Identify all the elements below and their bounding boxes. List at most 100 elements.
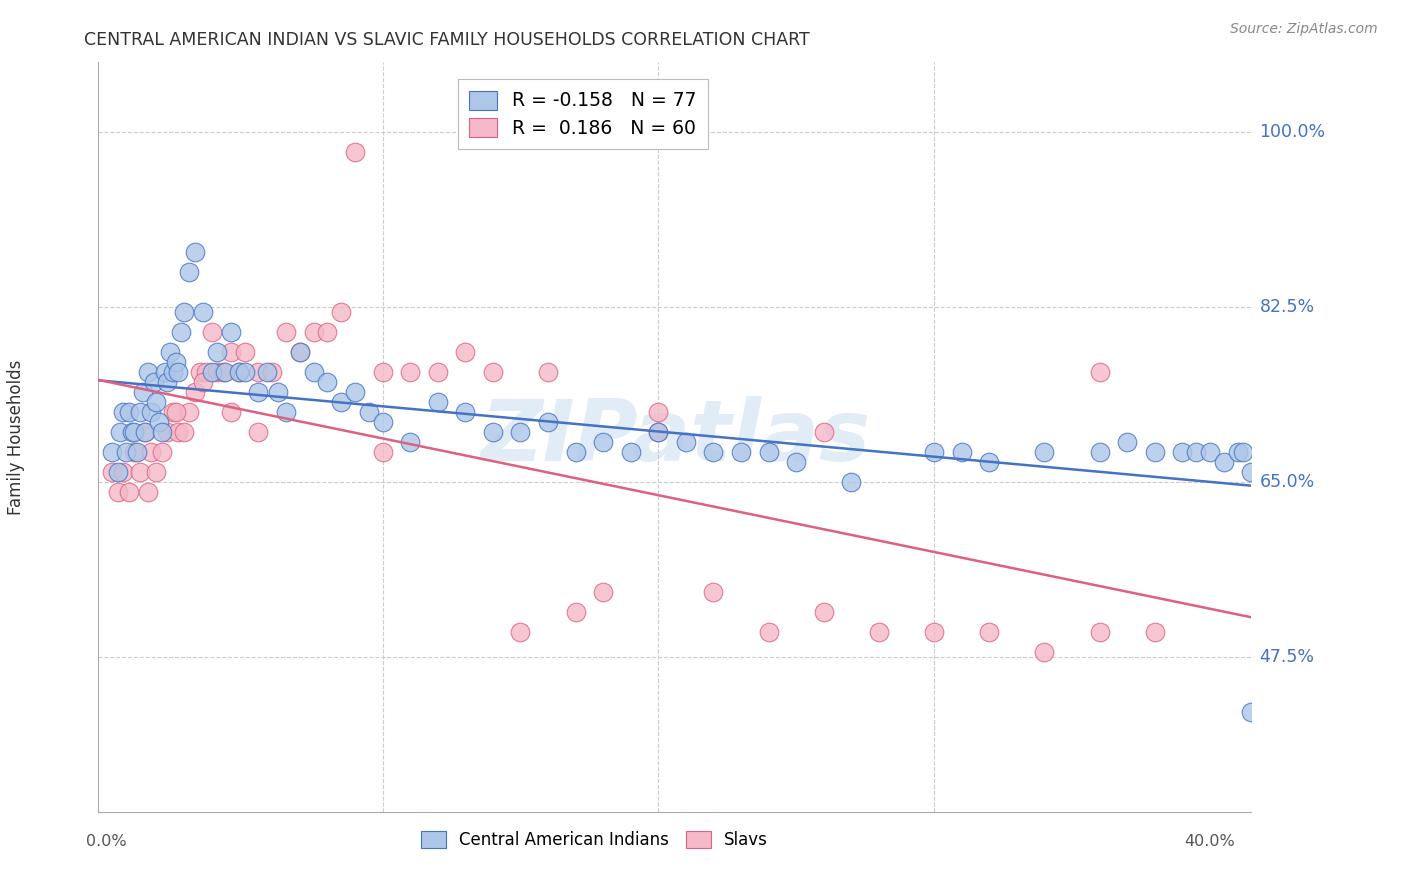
Point (620, 445, 643, 459)
Point (139, 445, 162, 459)
Point (118, 405, 141, 419)
Point (219, 325, 242, 339)
Point (454, 345, 477, 359)
Point (110, 425, 132, 439)
Point (343, 385, 366, 400)
Point (1088, 624, 1111, 639)
Point (184, 385, 207, 400)
Point (592, 585, 614, 599)
Point (173, 425, 195, 439)
Point (371, 445, 394, 459)
Point (112, 465, 135, 479)
Point (195, 365, 218, 379)
Point (148, 415, 170, 429)
Point (118, 485, 141, 500)
Point (316, 325, 339, 339)
Point (134, 425, 156, 439)
Point (343, 145, 366, 160)
Point (200, 365, 222, 379)
Point (1033, 445, 1056, 459)
Point (564, 445, 586, 459)
Point (214, 365, 236, 379)
Point (167, 365, 190, 379)
Point (1212, 455, 1234, 469)
Legend: Central American Indians, Slavs: Central American Indians, Slavs (413, 824, 775, 855)
Point (1199, 445, 1222, 459)
Point (537, 365, 560, 379)
Point (142, 375, 165, 389)
Text: 0.0%: 0.0% (86, 834, 127, 848)
Point (1143, 624, 1166, 639)
Point (136, 365, 159, 379)
Point (647, 425, 669, 439)
Point (150, 445, 173, 459)
Point (288, 345, 311, 359)
Point (211, 365, 233, 379)
Point (136, 485, 159, 500)
Point (162, 365, 184, 379)
Point (922, 445, 945, 459)
Point (101, 465, 124, 479)
Point (159, 345, 181, 359)
Point (647, 405, 669, 419)
Text: 100.0%: 100.0% (1260, 123, 1326, 141)
Point (165, 405, 187, 419)
Point (167, 425, 190, 439)
Point (1226, 445, 1249, 459)
Point (156, 375, 179, 389)
Point (675, 435, 697, 450)
Point (219, 405, 242, 419)
Point (262, 365, 284, 379)
Point (1116, 435, 1139, 450)
Point (139, 405, 162, 419)
Point (1143, 445, 1166, 459)
Point (228, 365, 250, 379)
Point (509, 425, 531, 439)
Point (145, 395, 167, 409)
Point (330, 305, 353, 319)
Point (219, 345, 242, 359)
Point (125, 445, 148, 459)
Point (190, 365, 212, 379)
Point (399, 435, 422, 450)
Point (371, 415, 394, 429)
Text: 82.5%: 82.5% (1260, 298, 1315, 316)
Point (564, 605, 586, 619)
Point (758, 624, 780, 639)
Point (233, 365, 256, 379)
Point (179, 405, 201, 419)
Point (150, 425, 173, 439)
Point (482, 425, 505, 439)
Point (302, 325, 325, 339)
Point (592, 435, 614, 450)
Point (371, 365, 394, 379)
Point (758, 445, 780, 459)
Point (979, 455, 1001, 469)
Point (247, 385, 270, 400)
Point (247, 425, 270, 439)
Point (302, 365, 325, 379)
Point (115, 445, 138, 459)
Point (1033, 645, 1056, 659)
Point (1232, 445, 1254, 459)
Point (702, 445, 724, 459)
Point (247, 365, 270, 379)
Point (702, 585, 724, 599)
Point (841, 475, 863, 489)
Point (357, 405, 380, 419)
Point (813, 605, 835, 619)
Point (509, 624, 531, 639)
Point (193, 305, 215, 319)
Point (162, 405, 184, 419)
Point (813, 425, 835, 439)
Point (730, 445, 752, 459)
Point (193, 375, 215, 389)
Text: CENTRAL AMERICAN INDIAN VS SLAVIC FAMILY HOUSEHOLDS CORRELATION CHART: CENTRAL AMERICAN INDIAN VS SLAVIC FAMILY… (84, 31, 810, 49)
Point (233, 345, 256, 359)
Point (228, 365, 250, 379)
Point (537, 415, 560, 429)
Point (399, 365, 422, 379)
Point (184, 245, 207, 260)
Point (200, 325, 222, 339)
Point (1088, 365, 1111, 379)
